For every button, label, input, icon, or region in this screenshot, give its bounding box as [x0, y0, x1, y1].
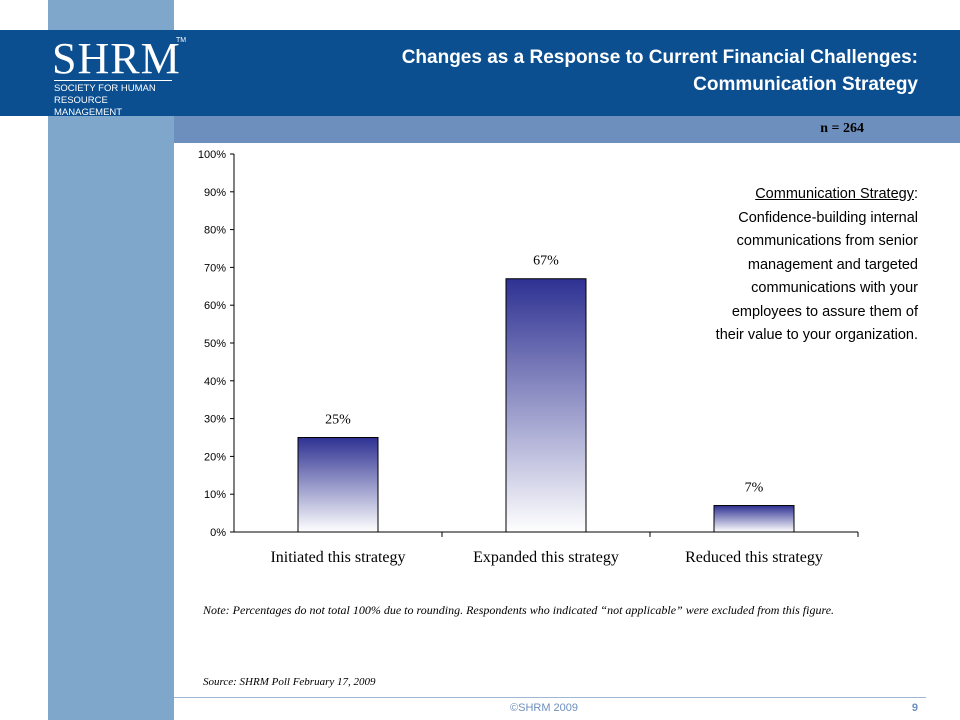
logo-wordmark: SHRM — [52, 34, 181, 83]
x-tick-label: Reduced this strategy — [685, 549, 823, 566]
annotation-line: Confidence-building internal — [738, 209, 918, 226]
annotation-line: management and targeted — [747, 256, 918, 273]
x-tick-label: Expanded this strategy — [473, 549, 619, 566]
footnote: Note: Percentages do not total 100% due … — [203, 603, 835, 617]
annotation-line: their value to your organization. — [715, 327, 918, 343]
bar-chart: 0% 10% 20% 30% 40% 50% 60% 70% 80% 90% 100% 25% Init… — [198, 149, 859, 566]
annotation-line: employees to assure them of — [731, 303, 918, 320]
data-label: 25% — [325, 413, 351, 428]
title-band — [0, 30, 960, 116]
annotation-heading: Communication Strategy — [755, 186, 914, 202]
y-tick-label: 50% — [204, 338, 226, 350]
annotation-line: communications with your — [751, 280, 918, 296]
logo-divider — [54, 80, 172, 81]
page-title: Changes as a Response to Current Financi… — [402, 44, 918, 98]
source-citation: Source: SHRM Poll February 17, 2009 — [203, 676, 376, 688]
bar — [505, 278, 587, 533]
copyright: ©SHRM 2009 — [510, 702, 579, 714]
logo-tagline: Society for Human Resource Management — [54, 83, 156, 118]
y-tick-label: 80% — [204, 225, 226, 237]
sample-size: n = 264 — [820, 121, 864, 136]
logo-trademark: TM — [176, 37, 187, 44]
y-tick-label: 10% — [204, 489, 226, 501]
bar — [713, 505, 795, 533]
subtitle-band — [174, 116, 960, 143]
strategy-annotation: Communication Strategy: Confidence-build… — [618, 183, 918, 348]
y-tick-label: 30% — [204, 414, 226, 426]
y-tick-label: 90% — [204, 187, 226, 199]
side-bar — [48, 0, 174, 720]
data-label: 67% — [533, 254, 559, 269]
data-label: 7% — [745, 481, 764, 496]
y-tick-label: 70% — [204, 262, 226, 274]
y-tick-label: 100% — [198, 149, 226, 161]
y-tick-label: 20% — [204, 451, 226, 463]
title-line-1: Changes as a Response to Current Financi… — [401, 47, 918, 68]
page-number: 9 — [911, 702, 918, 714]
annotation-colon: : — [913, 186, 918, 202]
annotation-line: communications from senior — [736, 233, 918, 249]
shrm-logo: SHRM TM Society for Human Resource Manag… — [46, 33, 186, 118]
y-tick-label: 60% — [204, 300, 226, 312]
title-line-2: Communication Strategy — [693, 74, 918, 95]
bar — [297, 437, 379, 533]
footer-divider — [174, 697, 926, 698]
y-tick-label: 40% — [204, 376, 226, 388]
y-tick-label: 0% — [210, 527, 226, 539]
x-tick-label: Initiated this strategy — [270, 549, 405, 566]
